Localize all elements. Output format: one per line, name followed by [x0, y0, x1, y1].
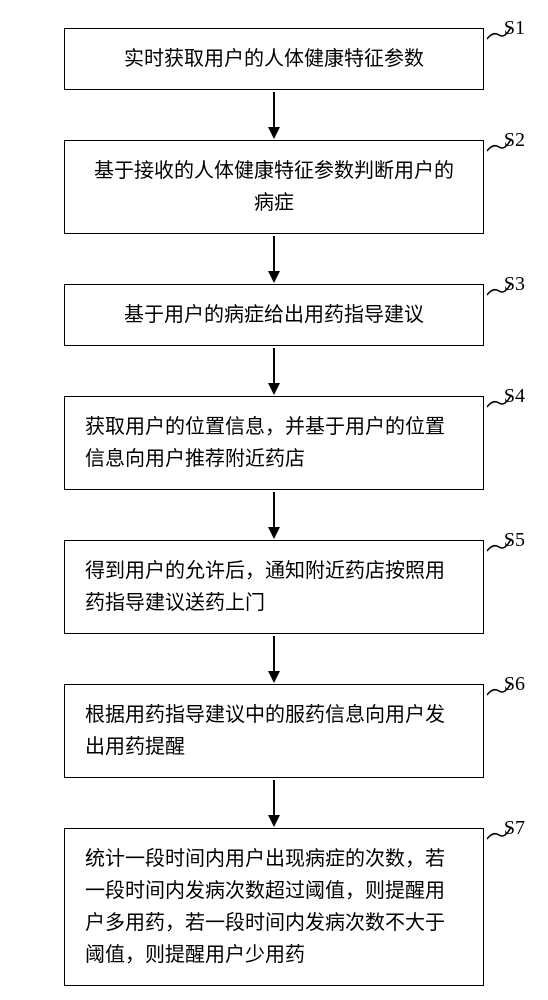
step-text: 得到用户的允许后，通知附近药店按照用药指导建议送药上门 [85, 555, 463, 619]
step-text: 根据用药指导建议中的服药信息向用户发出用药提醒 [85, 699, 463, 763]
step-label: S4 [504, 385, 525, 408]
step-label: S5 [504, 529, 525, 552]
arrow-icon [268, 490, 280, 540]
step-text: 实时获取用户的人体健康特征参数 [85, 43, 463, 75]
step-box-s7: S7 统计一段时间内用户出现病症的次数，若一段时间内发病次数超过阈值，则提醒用户… [64, 828, 484, 986]
arrow-icon [268, 346, 280, 396]
step-box-s6: S6 根据用药指导建议中的服药信息向用户发出用药提醒 [64, 684, 484, 778]
step-box-s2: S2 基于接收的人体健康特征参数判断用户的病症 [64, 140, 484, 234]
step-label: S2 [504, 129, 525, 152]
arrow-icon [268, 90, 280, 140]
step-label: S6 [504, 673, 525, 696]
flowchart-container: S1 实时获取用户的人体健康特征参数 S2 基于接收的人体健康特征参数判断用户的… [0, 0, 548, 986]
step-text: 统计一段时间内用户出现病症的次数，若一段时间内发病次数超过阈值，则提醒用户多用药… [85, 843, 463, 971]
step-text: 基于接收的人体健康特征参数判断用户的病症 [85, 155, 463, 219]
step-box-s4: S4 获取用户的位置信息，并基于用户的位置信息向用户推荐附近药店 [64, 396, 484, 490]
step-box-s3: S3 基于用户的病症给出用药指导建议 [64, 284, 484, 346]
step-text: 基于用户的病症给出用药指导建议 [85, 299, 463, 331]
step-box-s1: S1 实时获取用户的人体健康特征参数 [64, 28, 484, 90]
step-text: 获取用户的位置信息，并基于用户的位置信息向用户推荐附近药店 [85, 411, 463, 475]
step-label: S3 [504, 273, 525, 296]
step-label: S1 [504, 17, 525, 40]
arrow-icon [268, 234, 280, 284]
arrow-icon [268, 778, 280, 828]
step-label: S7 [504, 817, 525, 840]
step-box-s5: S5 得到用户的允许后，通知附近药店按照用药指导建议送药上门 [64, 540, 484, 634]
arrow-icon [268, 634, 280, 684]
